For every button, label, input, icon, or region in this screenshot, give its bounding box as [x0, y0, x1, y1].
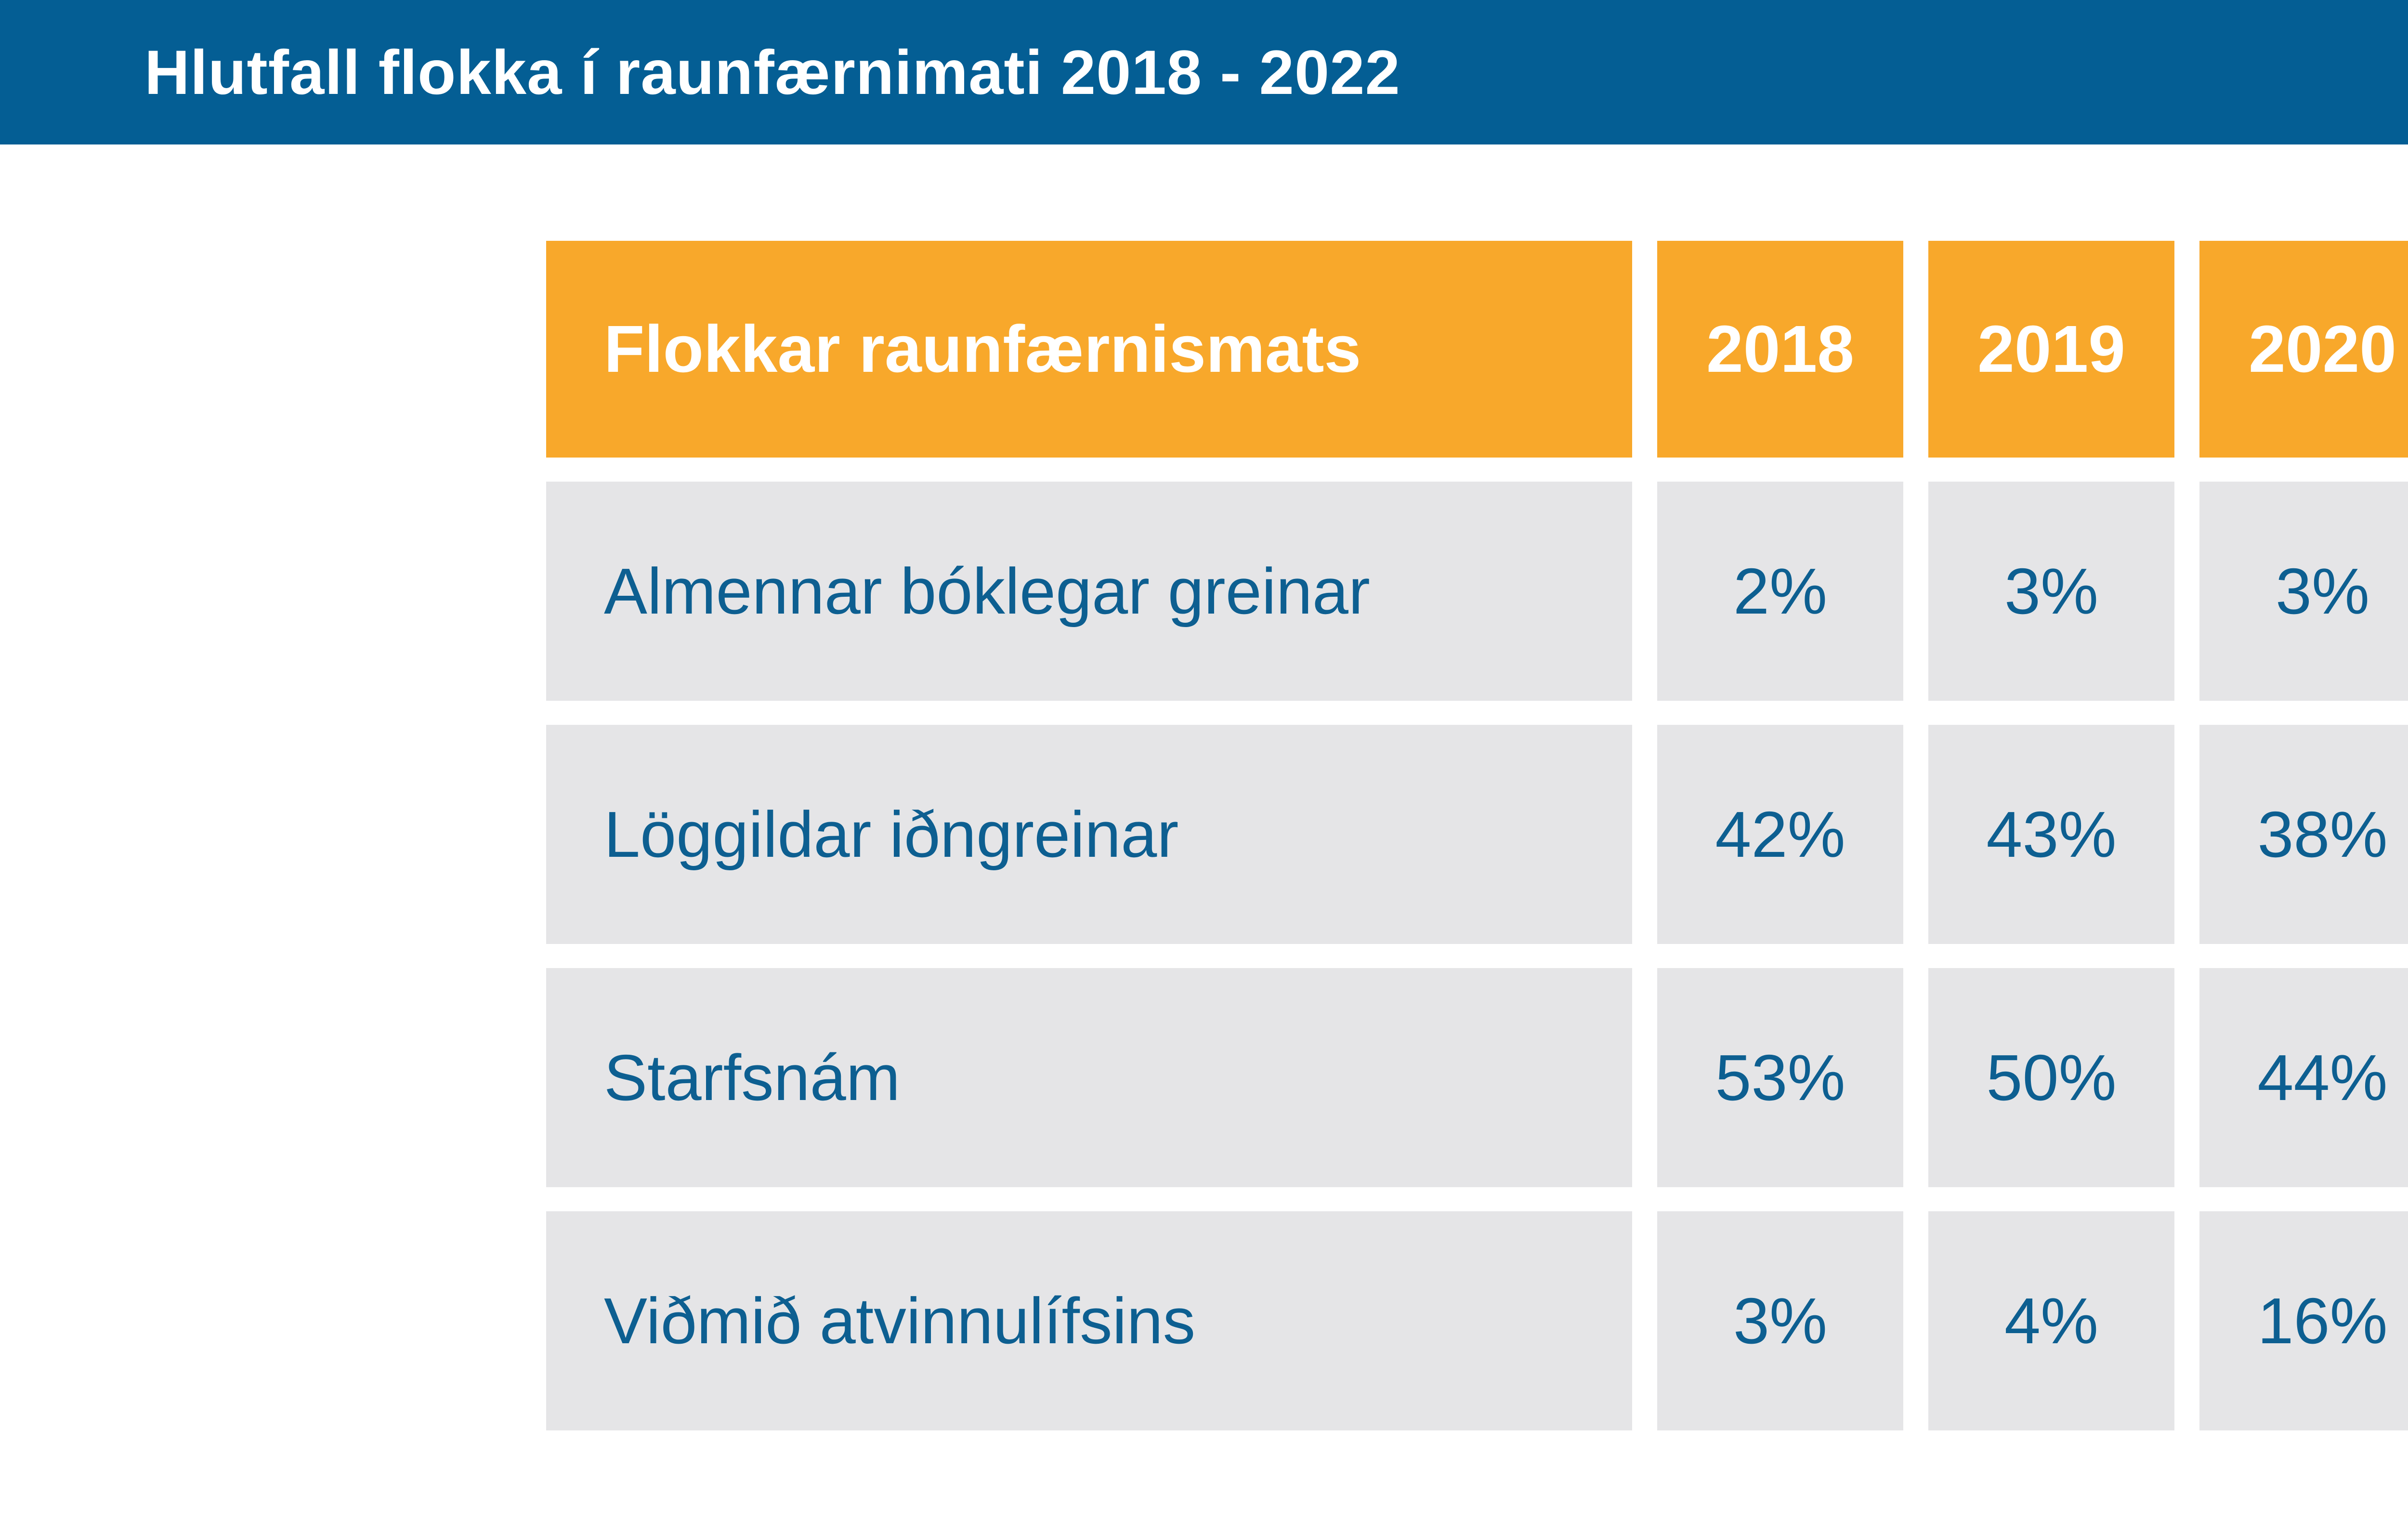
table-row: Löggildar iðngreinar 42% 43% 38% 46% 38%	[546, 725, 2408, 944]
table-cell: 53%	[1657, 968, 1903, 1187]
table-header-row: Flokkar raunfærnismats 2018 2019 2020 20…	[546, 241, 2408, 458]
table-cell: 43%	[1928, 725, 2174, 944]
data-table: Flokkar raunfærnismats 2018 2019 2020 20…	[546, 241, 2408, 1430]
table-row: Starfsnám 53% 50% 44% 28% 45%	[546, 968, 2408, 1187]
row-label: Viðmið atvinnulífsins	[546, 1211, 1632, 1430]
table-cell: 3%	[2199, 482, 2408, 701]
column-header-2018: 2018	[1657, 241, 1903, 458]
table-cell: 38%	[2199, 725, 2408, 944]
column-header-2020: 2020	[2199, 241, 2408, 458]
table-cell: 3%	[1928, 482, 2174, 701]
table-cell: 4%	[1928, 1211, 2174, 1430]
table-cell: 42%	[1657, 725, 1903, 944]
row-label: Starfsnám	[546, 968, 1632, 1187]
column-header-category: Flokkar raunfærnismats	[546, 241, 1632, 458]
table-cell: 2%	[1657, 482, 1903, 701]
page-title: Hlutfall flokka í raunfærnimati 2018 - 2…	[144, 37, 1400, 107]
column-header-2019: 2019	[1928, 241, 2174, 458]
row-label: Löggildar iðngreinar	[546, 725, 1632, 944]
row-label: Almennar bóklegar greinar	[546, 482, 1632, 701]
table-cell: 50%	[1928, 968, 2174, 1187]
table-row: Viðmið atvinnulífsins 3% 4% 16% 22% 15%	[546, 1211, 2408, 1430]
table-cell: 44%	[2199, 968, 2408, 1187]
table-cell: 16%	[2199, 1211, 2408, 1430]
table-cell: 3%	[1657, 1211, 1903, 1430]
title-bar: Hlutfall flokka í raunfærnimati 2018 - 2…	[0, 0, 2408, 144]
table-row: Almennar bóklegar greinar 2% 3% 3% 4% 2%	[546, 482, 2408, 701]
